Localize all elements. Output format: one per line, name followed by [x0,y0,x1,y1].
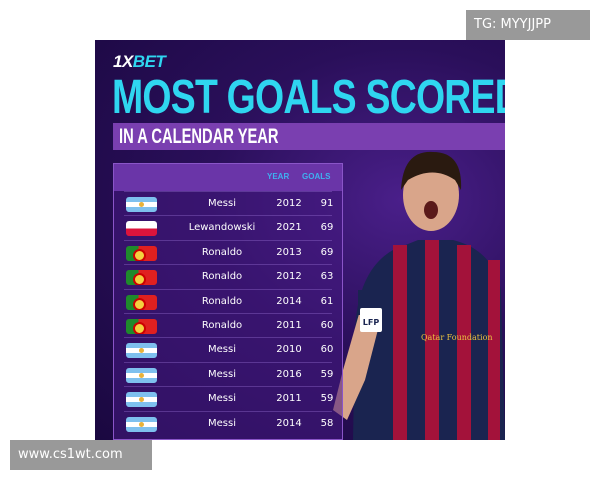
player-hair [401,151,462,190]
year: 2014 [276,295,302,307]
goals: 61 [320,295,334,307]
table-row: Messi 2011 59 [124,386,333,410]
table-row: Messi 2014 58 [124,410,333,435]
player-name: Messi [208,198,236,209]
watermark-bottom: www.cs1wt.com [10,440,152,470]
goals: 60 [320,319,334,331]
goals: 69 [320,246,334,258]
shirt-stripes [393,240,500,440]
flag-argentina-icon [126,343,157,359]
goals-table: YEAR GOALS Messi 2012 91 Lewandowski 202… [113,163,343,440]
year: 2012 [276,198,302,209]
player-name: Ronaldo [201,271,243,283]
table-row: Ronaldo 2011 60 [124,312,333,337]
poster-title: MOST GOALS SCORED [112,71,505,124]
header-goals: GOALS [302,172,331,181]
flag-poland-icon [126,221,157,237]
watermark-top: TG: MYYJJPP [466,10,590,40]
table-row: Ronaldo 2012 63 [124,264,333,288]
goals: 58 [320,417,334,429]
player-name: Ronaldo [201,319,243,331]
player-head [403,159,459,231]
player-photo: Qatar Foundation LFP [333,151,505,440]
table-row: Messi 2016 59 [124,361,333,386]
goals: 63 [320,271,334,283]
goals: 69 [320,222,334,234]
logo-suffix: BET [132,52,166,71]
table-row: Ronaldo 2014 61 [124,288,333,313]
poster-subtitle: IN A CALENDAR YEAR [119,125,279,148]
goals: 59 [320,368,334,380]
flag-argentina-icon [126,367,157,383]
player-name: Messi [208,368,236,380]
goals: 60 [320,344,334,356]
player-name: Ronaldo [201,295,243,307]
flag-portugal-icon [126,270,157,286]
year: 2011 [276,393,302,405]
logo-prefix: 1X [113,52,133,71]
year: 2012 [276,271,302,283]
player-name: Messi [208,344,236,356]
table-row: Messi 2010 60 [124,337,333,361]
shirt-sponsor: Qatar Foundation [421,333,493,342]
brand-logo: 1XBET [113,52,166,72]
header-year: YEAR [267,172,290,181]
lfp-badge-text: LFP [363,318,380,327]
lfp-badge [360,308,382,332]
table-row: Ronaldo 2013 69 [124,239,333,264]
flag-argentina-icon [126,416,157,432]
year: 2016 [276,368,302,380]
table-row: Lewandowski 2021 69 [124,215,333,239]
table-header: YEAR GOALS [114,164,342,191]
player-name: Lewandowski [188,222,256,234]
player-name: Ronaldo [201,246,243,258]
player-name: Messi [208,393,236,405]
table-row: Messi 2012 91 [124,191,333,215]
flag-portugal-icon [126,245,157,261]
year: 2021 [276,222,302,234]
infographic-poster: 1XBET MOST GOALS SCORED IN A CALENDAR YE… [95,40,505,440]
goals: 91 [320,198,334,209]
flag-portugal-icon [126,294,157,310]
subtitle-band: IN A CALENDAR YEAR [113,123,505,150]
player-name: Messi [208,417,236,429]
year: 2013 [276,246,302,258]
flag-portugal-icon [126,318,157,334]
goals: 59 [320,393,334,405]
flag-argentina-icon [126,392,157,408]
table-body: Messi 2012 91 Lewandowski 2021 69 Ronald… [114,191,342,435]
year: 2010 [276,344,302,356]
year: 2011 [276,319,302,331]
flag-argentina-icon [126,197,157,212]
year: 2014 [276,417,302,429]
